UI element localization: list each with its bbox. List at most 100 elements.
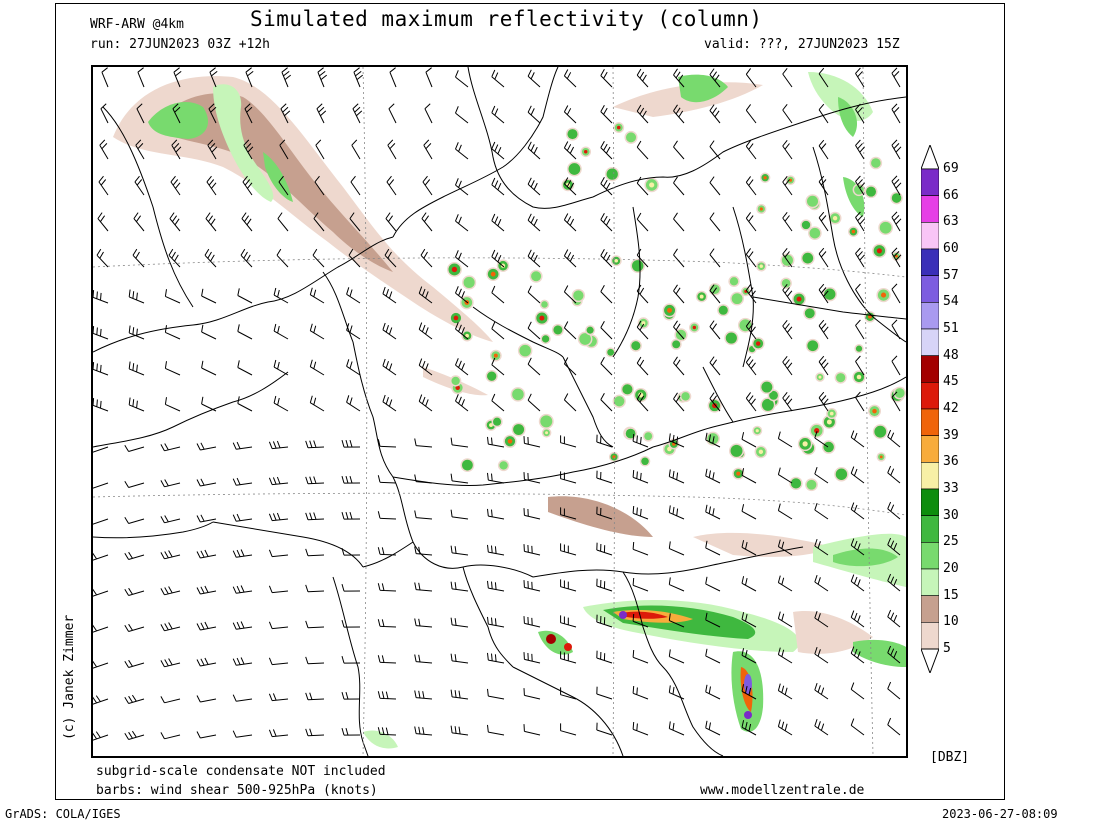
wind-barb [745, 320, 757, 340]
cell-peak [814, 428, 820, 434]
colorbar-label: 30 [943, 507, 959, 523]
wind-barb [491, 105, 505, 124]
colorbar-swatch [921, 435, 939, 463]
wind-barb [850, 466, 865, 484]
wind-barb [705, 576, 721, 592]
wind-barb [160, 443, 181, 452]
wind-barb [341, 511, 361, 520]
cell-core [725, 332, 737, 344]
wind-barb [313, 212, 325, 232]
wind-barb [169, 212, 181, 232]
wind-barb [351, 139, 361, 160]
wind-barb [418, 322, 433, 340]
wind-barb [745, 248, 757, 268]
wind-barb [305, 584, 325, 593]
wind-barb [705, 468, 721, 484]
wind-barb [709, 140, 721, 160]
wind-barb [314, 175, 325, 196]
cell-core [894, 388, 905, 398]
cell-core [874, 425, 887, 438]
wind-barb [422, 175, 433, 196]
wind-barb [421, 212, 433, 232]
wind-barb [596, 578, 613, 592]
wind-barb [709, 320, 721, 340]
wind-barb [523, 652, 541, 664]
wind-barb [312, 248, 325, 268]
wind-barb [450, 581, 469, 592]
wind-barb [124, 445, 145, 452]
wind-barb [636, 356, 649, 376]
wind-barb [887, 681, 901, 700]
colorbar-label: 69 [943, 161, 959, 176]
wind-barb [705, 612, 721, 628]
colorbar-swatch [921, 542, 939, 570]
wind-barb [305, 476, 325, 485]
wind-barb [93, 731, 109, 741]
wind-barb [891, 175, 902, 196]
wind-barb [814, 430, 829, 448]
borders-coastlines [93, 67, 906, 756]
wind-barb [745, 356, 757, 376]
wind-barb [673, 140, 685, 160]
wind-barb [527, 213, 541, 232]
wind-barb [745, 284, 757, 304]
wind-barb [673, 284, 685, 304]
cell-peak [507, 438, 513, 444]
wind-barb [596, 434, 613, 448]
wind-barb [632, 613, 649, 628]
wind-barb [523, 616, 541, 628]
wind-barb [777, 503, 793, 520]
wind-barb [705, 540, 721, 556]
wind-barb [237, 324, 253, 340]
wind-barb [777, 719, 793, 736]
wind-barb [418, 394, 433, 412]
wind-barb [636, 104, 649, 124]
wind-barb [305, 512, 325, 521]
wind-barb [668, 541, 685, 556]
website-link[interactable]: www.modellzentrale.de [700, 783, 865, 798]
wind-barb [600, 321, 613, 340]
reflectivity-northeast [613, 72, 873, 217]
wind-barb [741, 648, 757, 664]
wind-barb [349, 212, 361, 232]
cell-core [607, 348, 615, 356]
wind-barb [632, 577, 649, 592]
cell-core [644, 432, 653, 441]
cell-peak [872, 408, 877, 414]
cell-peak [788, 178, 793, 182]
wind-barb [596, 686, 613, 700]
cell-core [866, 186, 877, 197]
wind-barb [93, 695, 109, 705]
colorbar-swatch [921, 408, 939, 436]
wind-barb [560, 651, 577, 664]
cell-core [462, 459, 473, 471]
wind-barb [93, 398, 109, 412]
wind-barb [709, 248, 721, 268]
wind-barb [124, 659, 145, 668]
wind-barb [382, 322, 397, 340]
wind-barb [134, 175, 145, 196]
wind-barb [673, 104, 685, 124]
wind-barb [100, 103, 109, 124]
cell-core [769, 390, 778, 400]
wind-barb [93, 446, 109, 453]
wind-barb [527, 321, 541, 340]
wind-barb [196, 514, 217, 523]
wind-barb [487, 688, 505, 700]
cell-peak [818, 375, 822, 379]
cell-core [579, 333, 591, 345]
wind-barb [632, 685, 649, 700]
wind-barb [782, 391, 793, 412]
wind-barb [523, 472, 541, 484]
colorbar-swatch [921, 488, 939, 516]
wind-barb [196, 442, 217, 451]
wind-barb [745, 392, 757, 412]
wind-barb [600, 249, 613, 268]
wind-barb [600, 177, 613, 196]
wind-barb [487, 472, 505, 484]
wind-barb [855, 283, 865, 304]
cell-core [790, 478, 802, 489]
wind-barb [673, 356, 685, 376]
wind-barb [487, 580, 505, 592]
cell-peak [545, 431, 549, 435]
